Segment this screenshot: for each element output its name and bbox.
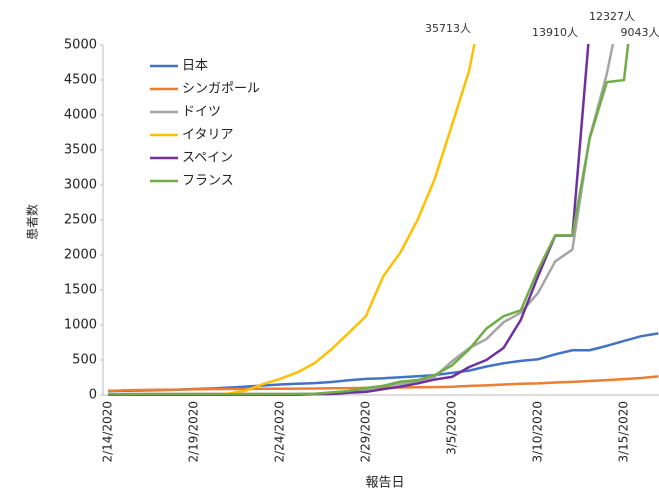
x-tick-label: 3/5/2020 <box>445 401 459 455</box>
y-tick-label: 1500 <box>64 283 97 298</box>
y-tick-label: 4500 <box>64 73 97 88</box>
legend-label: ドイツ <box>182 105 221 120</box>
annotation: 35713人 <box>425 22 471 35</box>
x-tick-label: 2/19/2020 <box>187 401 201 463</box>
x-axis-label: 報告日 <box>365 476 404 491</box>
x-tick-label: 3/10/2020 <box>531 401 545 463</box>
y-tick-label: 3000 <box>64 178 97 193</box>
y-tick-label: 2500 <box>64 213 97 228</box>
legend-label: スペイン <box>182 151 233 166</box>
y-tick-label: 3500 <box>64 143 97 158</box>
x-tick-label: 2/29/2020 <box>359 401 373 463</box>
y-tick-label: 1000 <box>64 318 97 333</box>
y-tick-label: 4000 <box>64 108 97 123</box>
legend-label: シンガポール <box>182 82 260 97</box>
legend-label: 日本 <box>182 59 208 74</box>
y-tick-label: 5000 <box>64 38 97 53</box>
annotation: 9043人 <box>621 26 659 39</box>
legend-label: フランス <box>182 174 234 189</box>
annotation: 13910人 <box>532 26 578 39</box>
y-axis-label: 患者数 <box>25 204 40 240</box>
x-tick-label: 2/24/2020 <box>273 401 287 463</box>
y-tick-label: 2000 <box>64 248 97 263</box>
y-tick-label: 0 <box>89 388 97 403</box>
y-tick-label: 500 <box>72 353 97 368</box>
annotation: 12327人 <box>589 10 635 23</box>
legend-label: イタリア <box>182 128 233 143</box>
x-tick-label: 3/15/2020 <box>617 401 631 463</box>
x-tick-label: 2/14/2020 <box>101 401 115 463</box>
